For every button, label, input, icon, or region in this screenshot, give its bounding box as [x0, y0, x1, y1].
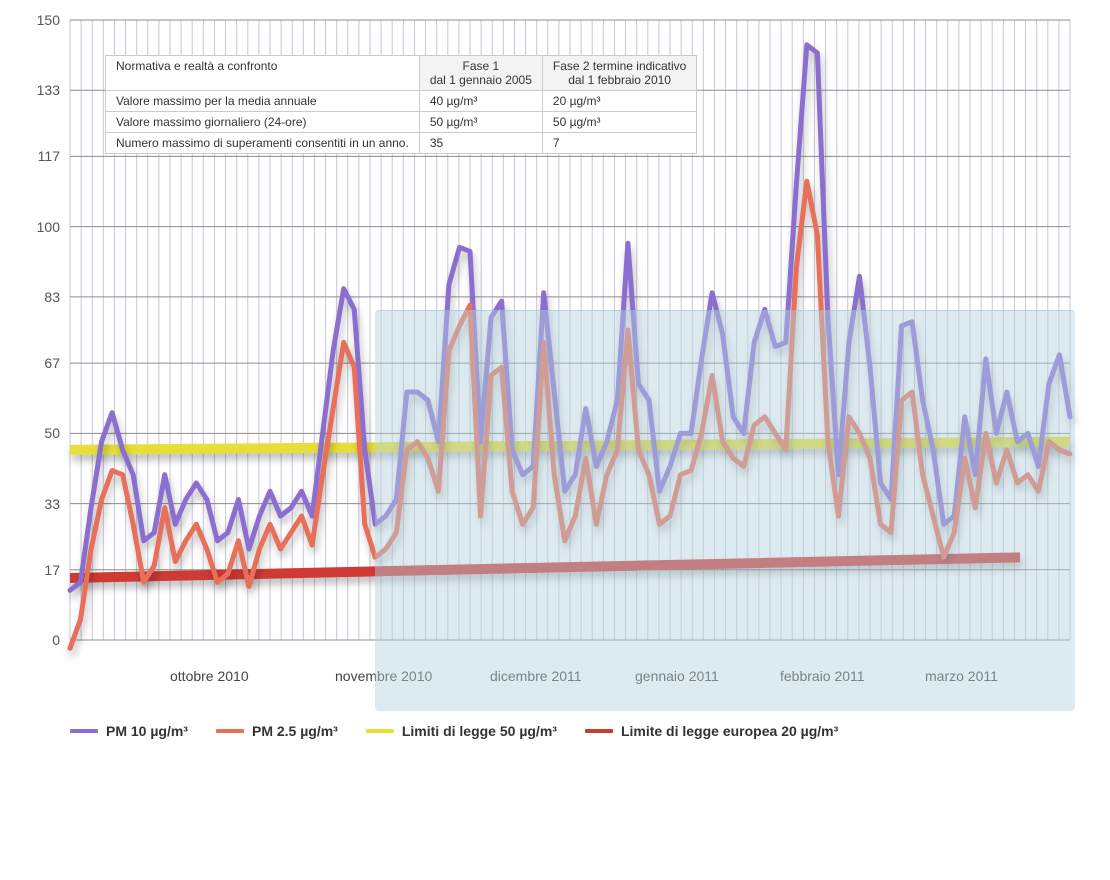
legend-item-limiti-di-legge-50: Limiti di legge 50 µg/m³: [366, 723, 557, 739]
table-title: Normativa e realtà a confronto: [106, 56, 420, 91]
glass-overlay: [375, 310, 1075, 711]
table-cell: 7: [542, 133, 696, 154]
legend-label: Limite di legge europea 20 µg/m³: [621, 723, 838, 739]
table-row: Numero massimo di superamenti consentiti…: [106, 133, 697, 154]
legend-swatch: [70, 729, 98, 733]
table-col-header: Fase 2 termine indicativodal 1 febbraio …: [542, 56, 696, 91]
chart-container: 01733506783100117133150 ottobre 2010nove…: [0, 0, 1110, 880]
table-row: Valore massimo per la media annuale40 µg…: [106, 91, 697, 112]
table-cell: Valore massimo giornaliero (24-ore): [106, 112, 420, 133]
x-axis-label: ottobre 2010: [170, 668, 249, 684]
y-tick-label: 83: [44, 289, 60, 305]
legend-item-pm-10: PM 10 µg/m³: [70, 723, 188, 739]
legend-swatch: [216, 729, 244, 733]
normativa-table: Normativa e realtà a confrontoFase 1dal …: [105, 55, 697, 154]
table-cell: 40 µg/m³: [419, 91, 542, 112]
legend-swatch: [366, 729, 394, 733]
y-tick-label: 133: [37, 82, 60, 98]
table-cell: Valore massimo per la media annuale: [106, 91, 420, 112]
legend-label: PM 10 µg/m³: [106, 723, 188, 739]
table-cell: Numero massimo di superamenti consentiti…: [106, 133, 420, 154]
y-tick-label: 100: [37, 219, 60, 235]
table-cell: 50 µg/m³: [419, 112, 542, 133]
table-col-header: Fase 1dal 1 gennaio 2005: [419, 56, 542, 91]
legend-label: PM 2.5 µg/m³: [252, 723, 338, 739]
legend-item-limite-di-legge-europea-20: Limite di legge europea 20 µg/m³: [585, 723, 838, 739]
y-tick-label: 117: [38, 148, 60, 164]
y-tick-label: 150: [37, 12, 60, 28]
y-tick-label: 50: [44, 425, 60, 441]
legend: PM 10 µg/m³ PM 2.5 µg/m³ Limiti di legge 5…: [70, 720, 1070, 739]
y-tick-label: 67: [44, 355, 60, 371]
y-tick-label: 33: [44, 496, 60, 512]
y-axis: 01733506783100117133150: [0, 20, 70, 640]
table-cell: 50 µg/m³: [542, 112, 696, 133]
legend-label: Limiti di legge 50 µg/m³: [402, 723, 557, 739]
table-cell: 35: [419, 133, 542, 154]
table-cell: 20 µg/m³: [542, 91, 696, 112]
table-row: Valore massimo giornaliero (24-ore)50 µg…: [106, 112, 697, 133]
y-tick-label: 0: [52, 632, 60, 648]
legend-swatch: [585, 729, 613, 733]
y-tick-label: 17: [44, 562, 60, 578]
legend-item-pm-2.5: PM 2.5 µg/m³: [216, 723, 338, 739]
